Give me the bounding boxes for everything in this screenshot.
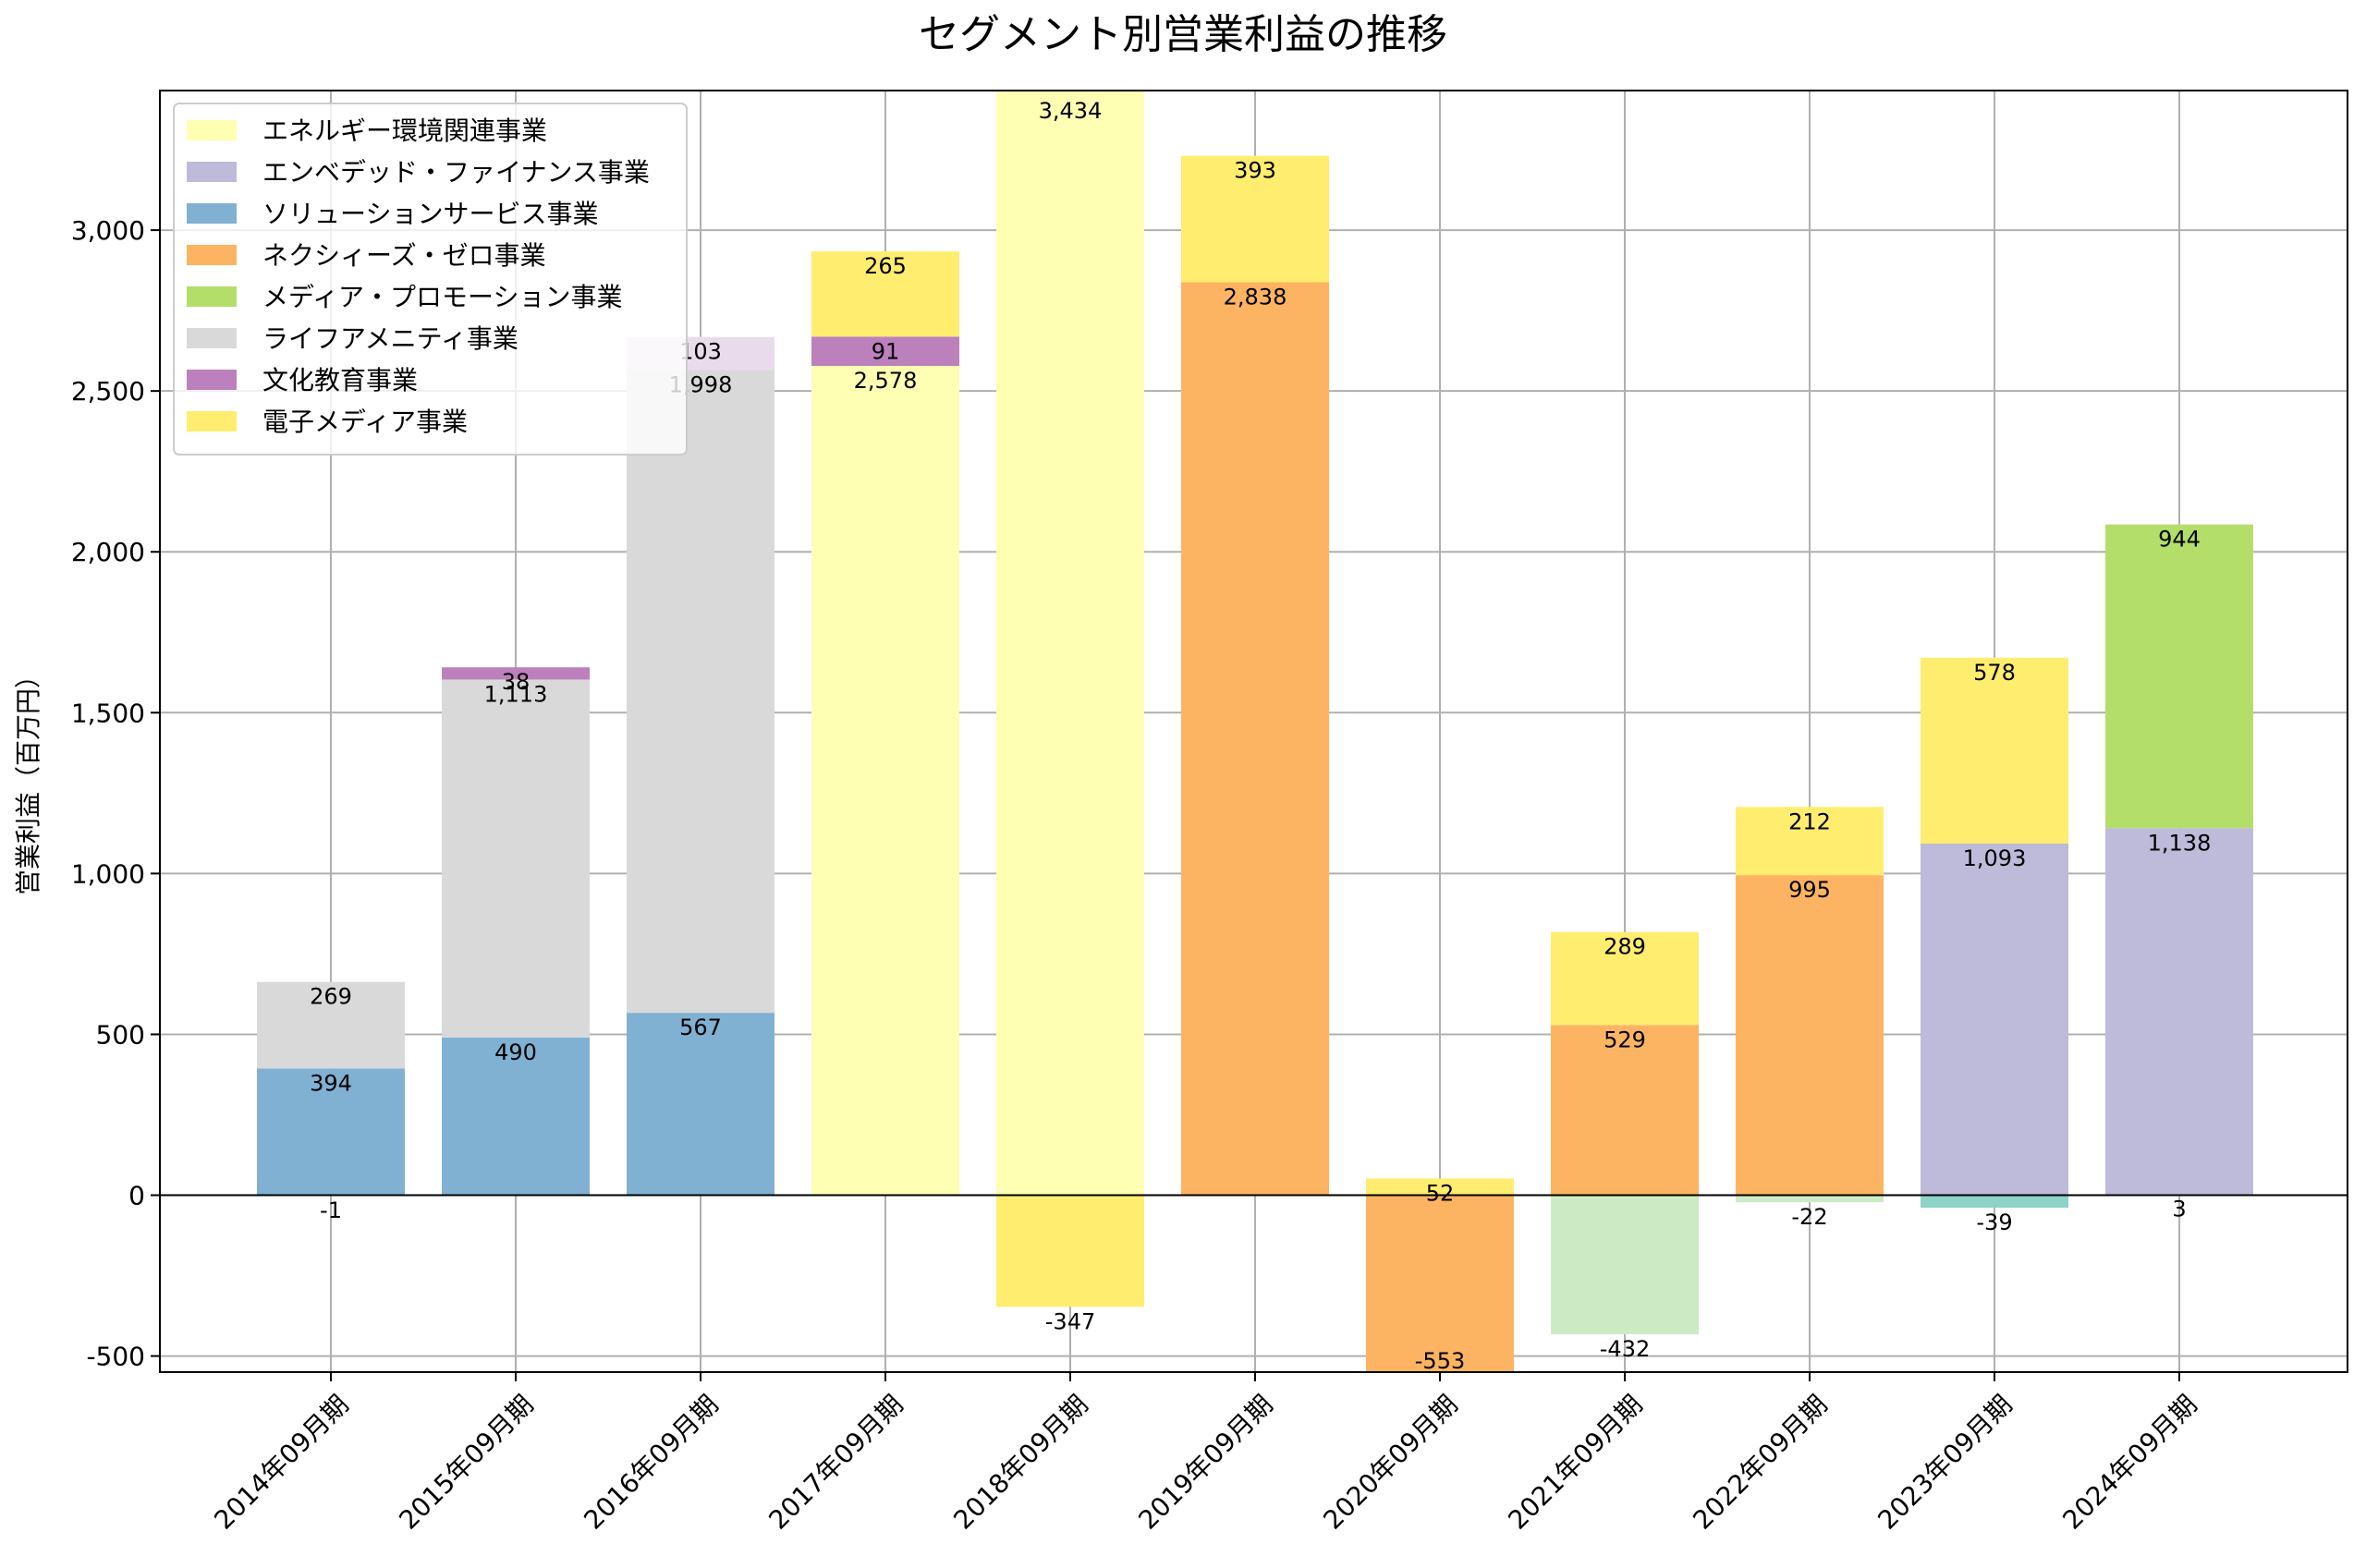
- data-label: 393: [1234, 158, 1276, 184]
- data-label: 578: [1973, 660, 2016, 686]
- data-label: 3,434: [1039, 98, 1103, 124]
- bar-segment: [1551, 1195, 1699, 1334]
- data-label: 1,138: [2148, 830, 2212, 856]
- bar-segment: [996, 1195, 1144, 1307]
- legend-swatch: [187, 162, 237, 182]
- bar-segment: [1551, 1025, 1699, 1196]
- data-label: -347: [1045, 1308, 1095, 1334]
- data-label: 289: [1604, 934, 1646, 960]
- bar-segment: [1921, 1195, 2068, 1209]
- bar-segment: [811, 251, 959, 337]
- bar-segment: [1366, 1178, 1514, 1196]
- data-label: 995: [1788, 877, 1831, 903]
- bar-segment: [1181, 155, 1329, 283]
- data-label: 1,093: [1963, 845, 2027, 871]
- legend-swatch: [187, 370, 237, 390]
- data-label: 38: [502, 669, 531, 695]
- legend-label: ネクシィーズ・ゼロ事業: [262, 240, 546, 271]
- data-label: 529: [1604, 1027, 1646, 1052]
- bar-segment: [811, 366, 959, 1196]
- bar-segment: [2105, 524, 2253, 829]
- legend-swatch: [187, 203, 237, 224]
- y-tick-label: 1,500: [71, 698, 145, 728]
- data-label: -1: [320, 1197, 342, 1223]
- bar-segment: [1551, 931, 1699, 1026]
- y-tick-label: 2,500: [71, 376, 145, 407]
- legend-swatch: [187, 328, 237, 348]
- plot-area-frame: [159, 90, 2348, 1373]
- bar-segment: [2105, 828, 2253, 1195]
- data-label: 394: [310, 1070, 352, 1096]
- data-label: -39: [1976, 1209, 2012, 1235]
- bar-segment: [1736, 807, 1884, 876]
- legend-label: ライフアメニティ事業: [262, 323, 518, 354]
- legend: エネルギー環境関連事業エンベデッド・ファイナンス事業ソリューションサービス事業ネ…: [173, 103, 688, 456]
- data-label: 1,113: [484, 681, 548, 707]
- data-label: -22: [1791, 1204, 1827, 1230]
- legend-swatch: [187, 120, 237, 140]
- y-tick-label: -500: [86, 1342, 145, 1372]
- data-label: 2,838: [1224, 284, 1287, 310]
- legend-label: ソリューションサービス事業: [262, 199, 598, 229]
- y-tick-label: 3,000: [71, 215, 145, 246]
- legend-swatch: [187, 411, 237, 432]
- legend-label: 電子メディア事業: [262, 407, 468, 437]
- data-label: 3: [2172, 1196, 2186, 1222]
- bar-segment: [442, 679, 590, 1038]
- chart-title: セグメント別営業利益の推移: [919, 11, 1447, 58]
- bar-segment: [1736, 1195, 1884, 1203]
- legend-label: エネルギー環境関連事業: [262, 115, 547, 146]
- data-label: 265: [864, 253, 907, 279]
- y-tick-label: 500: [96, 1019, 145, 1050]
- y-tick-label: 1,000: [71, 858, 145, 889]
- data-labels: -13942694901,113385671,9981032,578912653…: [310, 98, 2211, 1374]
- bar-segment: [996, 91, 1144, 1196]
- bar-segment: [811, 336, 959, 367]
- bar-segment: [1921, 844, 2068, 1196]
- bar-segment: [257, 1068, 405, 1196]
- y-tick-label: 2,000: [71, 537, 145, 567]
- bar-segment: [442, 1037, 590, 1196]
- bar-segment: [257, 981, 405, 1069]
- legend-swatch: [187, 286, 237, 307]
- legend-label: エンベデッド・ファイナンス事業: [262, 157, 650, 188]
- data-label: 269: [310, 984, 352, 1010]
- data-label: 91: [872, 338, 900, 364]
- legend-label: メディア・プロモーション事業: [262, 282, 622, 312]
- bars: [257, 91, 2253, 1372]
- bar-segment: [442, 667, 590, 680]
- bar-segment: [1181, 282, 1329, 1196]
- data-label: -432: [1600, 1336, 1650, 1362]
- bar-segment: [627, 1013, 774, 1196]
- data-label: 567: [679, 1015, 722, 1040]
- bar-segment: [627, 370, 774, 1014]
- data-label: 944: [2158, 527, 2201, 553]
- bar-segment: [1921, 657, 2068, 845]
- data-label: -553: [1415, 1348, 1465, 1374]
- y-axis: -500 0 500 1,000 1,500 2,000 2,500 3,000: [71, 215, 160, 1372]
- y-tick-label: 0: [128, 1181, 145, 1211]
- legend-swatch: [187, 245, 237, 265]
- data-label: 212: [1788, 808, 1831, 834]
- legend-box: [173, 103, 688, 456]
- bar-segment: [1366, 1195, 1514, 1372]
- legend-label: 文化教育事業: [262, 365, 418, 395]
- data-label: 2,578: [854, 368, 918, 394]
- y-axis-label: 営業利益（百万円）: [13, 662, 43, 895]
- data-label: 490: [494, 1039, 537, 1065]
- data-label: 52: [1426, 1180, 1455, 1206]
- bar-segment: [1736, 875, 1884, 1196]
